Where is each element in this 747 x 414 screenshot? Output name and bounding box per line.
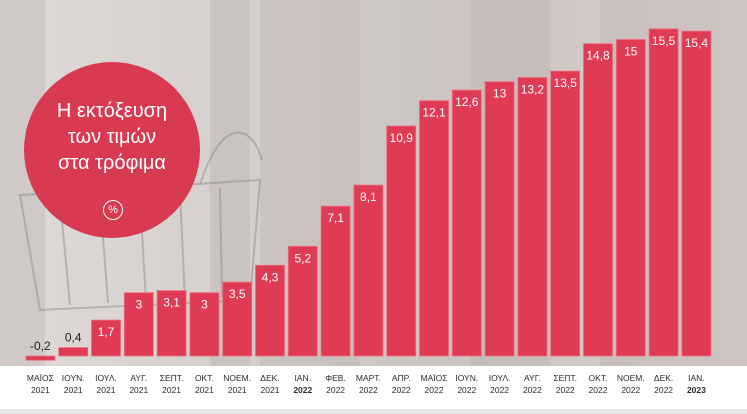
x-axis-ticks: ΜΑΪΟΣ 2021 ΙΟΥΝ. 2021 ΙΟΥΛ. 2021 ΑΥΓ. 2021 ΣΕΠΤ.… [27, 373, 706, 395]
x-tick-year-3: 2021 [129, 385, 148, 395]
bar-3 [123, 292, 154, 357]
bar-value-label-10: 8,1 [360, 190, 377, 204]
bar-5 [189, 292, 220, 357]
x-tick-year-9: 2022 [326, 385, 345, 395]
bar-11 [386, 125, 417, 357]
bar-7 [255, 264, 285, 357]
x-tick-year-2: 2021 [97, 385, 116, 395]
chart-title: Η εκτόξευση των τιμών στα τρόφιμα [56, 100, 168, 174]
bar-13 [451, 89, 482, 357]
bar-value-label-19: 15,5 [652, 34, 676, 48]
title-circle: Η εκτόξευση των τιμών στα τρόφιμα % [24, 62, 200, 238]
bar-15 [517, 77, 548, 357]
x-tick-month-1: ΙΟΥΝ. [62, 373, 85, 383]
bar-8 [287, 245, 318, 357]
bar-value-label-13: 12,6 [455, 95, 479, 109]
x-tick-year-12: 2022 [425, 385, 444, 395]
bar-value-label-14: 13 [493, 87, 507, 101]
bar-value-label-18: 15 [624, 45, 638, 59]
x-tick-year-20: 2023 [687, 385, 706, 395]
x-tick-year-5: 2021 [195, 385, 214, 395]
bar-value-label-2: 1,7 [98, 325, 115, 339]
x-tick-year-6: 2021 [228, 385, 247, 395]
x-tick-month-7: ΔΕΚ. [260, 373, 279, 383]
x-tick-year-10: 2022 [359, 385, 378, 395]
bar-value-label-20: 15,4 [685, 36, 709, 50]
x-tick-month-6: ΝΟΕΜ. [223, 373, 251, 383]
x-tick-year-14: 2022 [490, 385, 509, 395]
x-tick-month-16: ΣΕΠΤ. [553, 373, 577, 383]
bar-value-label-9: 7,1 [327, 211, 344, 225]
x-tick-month-4: ΣΕΠΤ. [160, 373, 184, 383]
bar-chart: -0,2 0,4 1,7 3 3,1 3 3,5 4,3 5,2 7,1 8,1 10,9 12,1 12… [25, 28, 712, 361]
x-tick-year-8: 2022 [293, 385, 312, 395]
x-tick-month-5: ΟΚΤ. [195, 373, 214, 383]
bar-14 [484, 81, 515, 357]
x-tick-year-18: 2022 [621, 385, 640, 395]
bar-value-label-3: 3 [135, 298, 142, 312]
x-axis-area: ΜΑΪΟΣ 2021 ΙΟΥΝ. 2021 ΙΟΥΛ. 2021 ΑΥΓ. 2021 ΣΕΠΤ.… [0, 366, 747, 409]
bar-value-label-0: -0,2 [30, 339, 51, 353]
x-tick-month-11: ΑΠΡ. [392, 373, 411, 383]
x-tick-month-20: ΙΑΝ. [688, 373, 705, 383]
percent-unit-badge: % [103, 200, 123, 220]
x-tick-month-10: ΜΑΡΤ. [356, 373, 381, 383]
bar-6 [222, 281, 253, 357]
x-tick-month-14: ΙΟΥΛ. [489, 373, 511, 383]
bar-10 [353, 184, 384, 357]
x-tick-month-9: ΦΕΒ. [325, 373, 345, 383]
x-tick-month-12: ΜΑΪΟΣ [421, 373, 448, 383]
bar-value-label-5: 3 [201, 298, 208, 312]
x-tick-year-4: 2021 [162, 385, 181, 395]
x-tick-month-13: ΙΟΥΝ. [455, 373, 478, 383]
x-tick-year-7: 2021 [261, 385, 280, 395]
x-tick-year-0: 2021 [31, 385, 50, 395]
bar-9 [320, 205, 351, 357]
bar-value-label-4: 3,1 [163, 296, 180, 310]
bar-value-label-1: 0,4 [65, 331, 82, 345]
x-tick-year-19: 2022 [654, 385, 673, 395]
x-tick-month-17: ΟΚΤ. [589, 373, 608, 383]
x-tick-year-11: 2022 [392, 385, 411, 395]
x-tick-month-3: ΑΥΓ. [130, 373, 147, 383]
bar-16 [550, 70, 581, 357]
bar-18 [615, 39, 646, 357]
bar-value-label-17: 14,8 [586, 49, 610, 63]
bar-value-label-12: 12,1 [422, 106, 446, 120]
bar-value-label-6: 3,5 [229, 287, 246, 301]
x-tick-year-1: 2021 [64, 385, 83, 395]
x-tick-year-13: 2022 [457, 385, 476, 395]
bar-0 [25, 355, 56, 361]
x-tick-year-17: 2022 [589, 385, 608, 395]
bar-20 [681, 30, 712, 357]
x-tick-year-15: 2022 [523, 385, 542, 395]
bar-12 [419, 100, 449, 357]
x-tick-month-18: ΝΟΕΜ. [617, 373, 645, 383]
bar-value-label-16: 13,5 [554, 76, 578, 90]
x-tick-month-15: ΑΥΓ. [524, 373, 541, 383]
bar-2 [91, 319, 121, 357]
x-tick-month-8: ΙΑΝ. [295, 373, 312, 383]
bar-value-label-11: 10,9 [390, 131, 414, 145]
bar-19 [648, 28, 679, 357]
bar-17 [583, 43, 613, 357]
bar-1 [58, 347, 89, 357]
x-tick-month-0: ΜΑΪΟΣ [27, 373, 54, 383]
x-tick-month-19: ΔΕΚ. [654, 373, 673, 383]
x-tick-month-2: ΙΟΥΛ. [95, 373, 117, 383]
bar-value-label-15: 13,2 [521, 83, 545, 97]
x-tick-year-16: 2022 [556, 385, 575, 395]
bar-value-label-7: 4,3 [262, 270, 279, 284]
bar-4 [156, 290, 187, 357]
background-photo: -0,2 0,4 1,7 3 3,1 3 3,5 4,3 5,2 7,1 8,1 10,9 12,1 12… [0, 0, 747, 366]
bar-value-label-8: 5,2 [294, 251, 311, 265]
